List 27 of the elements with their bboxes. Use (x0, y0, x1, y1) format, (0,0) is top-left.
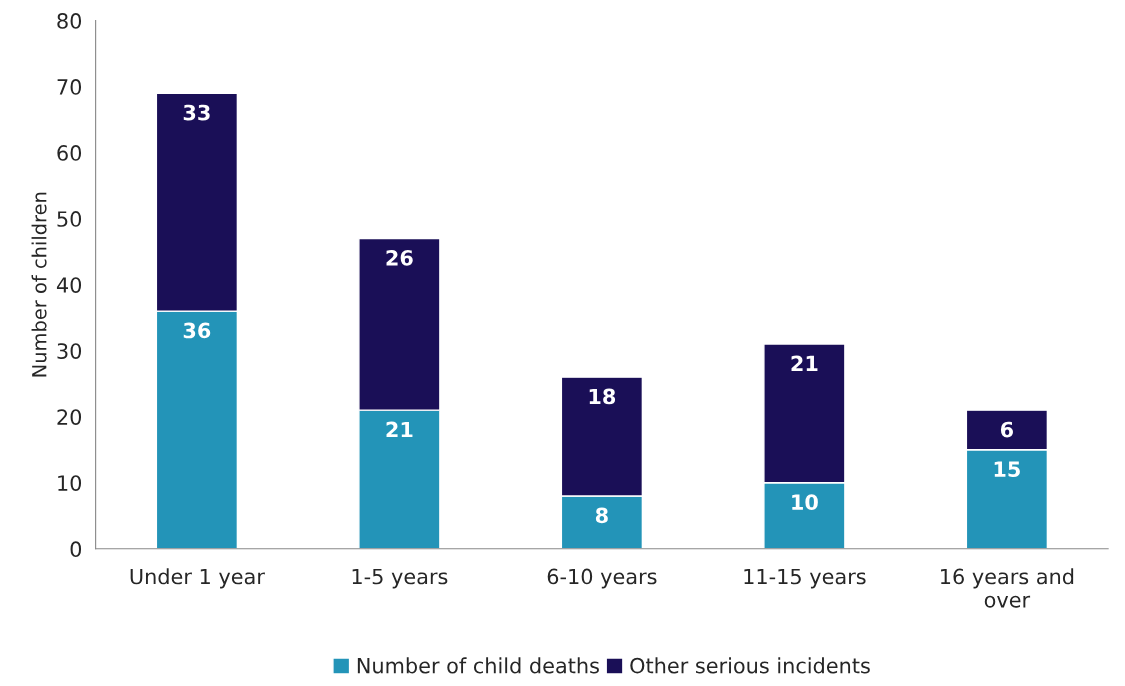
x-tick-label: 6-10 years (547, 568, 657, 589)
legend-label: Other serious incidents (630, 657, 870, 674)
data-label: 10 (792, 494, 818, 511)
x-tick-label: 1-5 years (352, 568, 448, 589)
y-tick-label: 10 (58, 475, 82, 491)
x-tick-label: Under 1 year (130, 568, 265, 589)
data-label: 21 (386, 421, 413, 438)
y-tick-label: 60 (57, 145, 82, 161)
data-label: 26 (386, 249, 413, 266)
x-tick-label: 11-15 years (744, 568, 866, 589)
y-tick-label: 50 (57, 211, 82, 227)
y-tick-label: 20 (57, 409, 82, 425)
data-label: 21 (791, 355, 818, 372)
data-label: 33 (183, 104, 210, 121)
y-axis-title: Number of children (31, 192, 47, 377)
y-tick-label: 70 (57, 79, 82, 95)
y-tick-label: 30 (57, 343, 82, 359)
data-label: 8 (595, 507, 608, 524)
data-label: 18 (589, 388, 616, 405)
y-tick-label: 80 (57, 13, 82, 29)
y-tick-label: 0 (70, 541, 82, 558)
data-label: 15 (994, 461, 1020, 477)
data-label: 6 (1000, 421, 1013, 438)
legend-label: Number of child deaths (357, 657, 599, 674)
y-tick-label: 40 (56, 277, 82, 293)
x-tick-label: 16 years and over (941, 568, 1074, 608)
data-label: 36 (183, 322, 211, 339)
